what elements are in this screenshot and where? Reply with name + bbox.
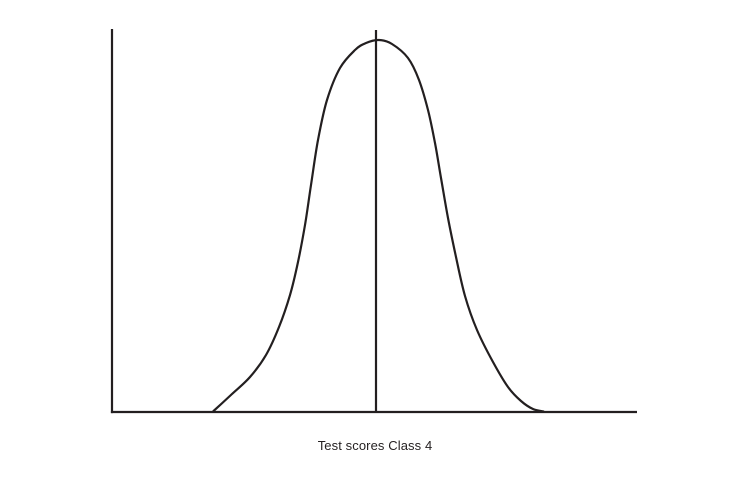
- bell-curve: [212, 38, 545, 413]
- x-axis-label: Test scores Class 4: [317, 438, 433, 453]
